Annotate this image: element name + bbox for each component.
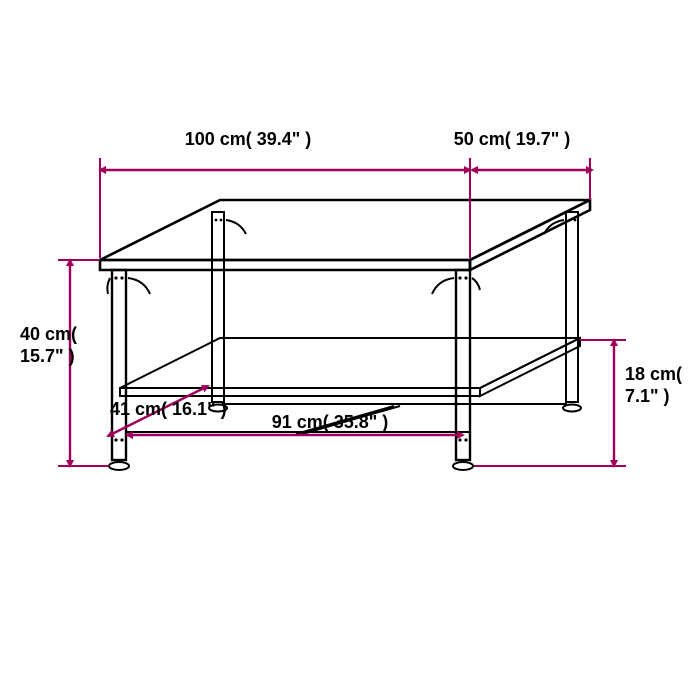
label-height-l1: 40 cm(	[20, 324, 77, 344]
label-shelf-depth: 41 cm( 16.1" )	[110, 399, 227, 419]
lower-shelf	[120, 338, 580, 396]
dimension-labels: 100 cm( 39.4" ) 50 cm( 19.7" ) 40 cm( 15…	[20, 129, 682, 432]
table-top	[100, 200, 590, 270]
label-shelf-width: 91 cm( 35.8" )	[272, 412, 389, 432]
label-width: 100 cm( 39.4" )	[185, 129, 312, 149]
label-height-l2: 15.7" )	[20, 346, 75, 366]
label-shelf-height-l2: 7.1" )	[625, 386, 670, 406]
label-depth: 50 cm( 19.7" )	[454, 129, 571, 149]
label-shelf-height-l1: 18 cm(	[625, 364, 682, 384]
